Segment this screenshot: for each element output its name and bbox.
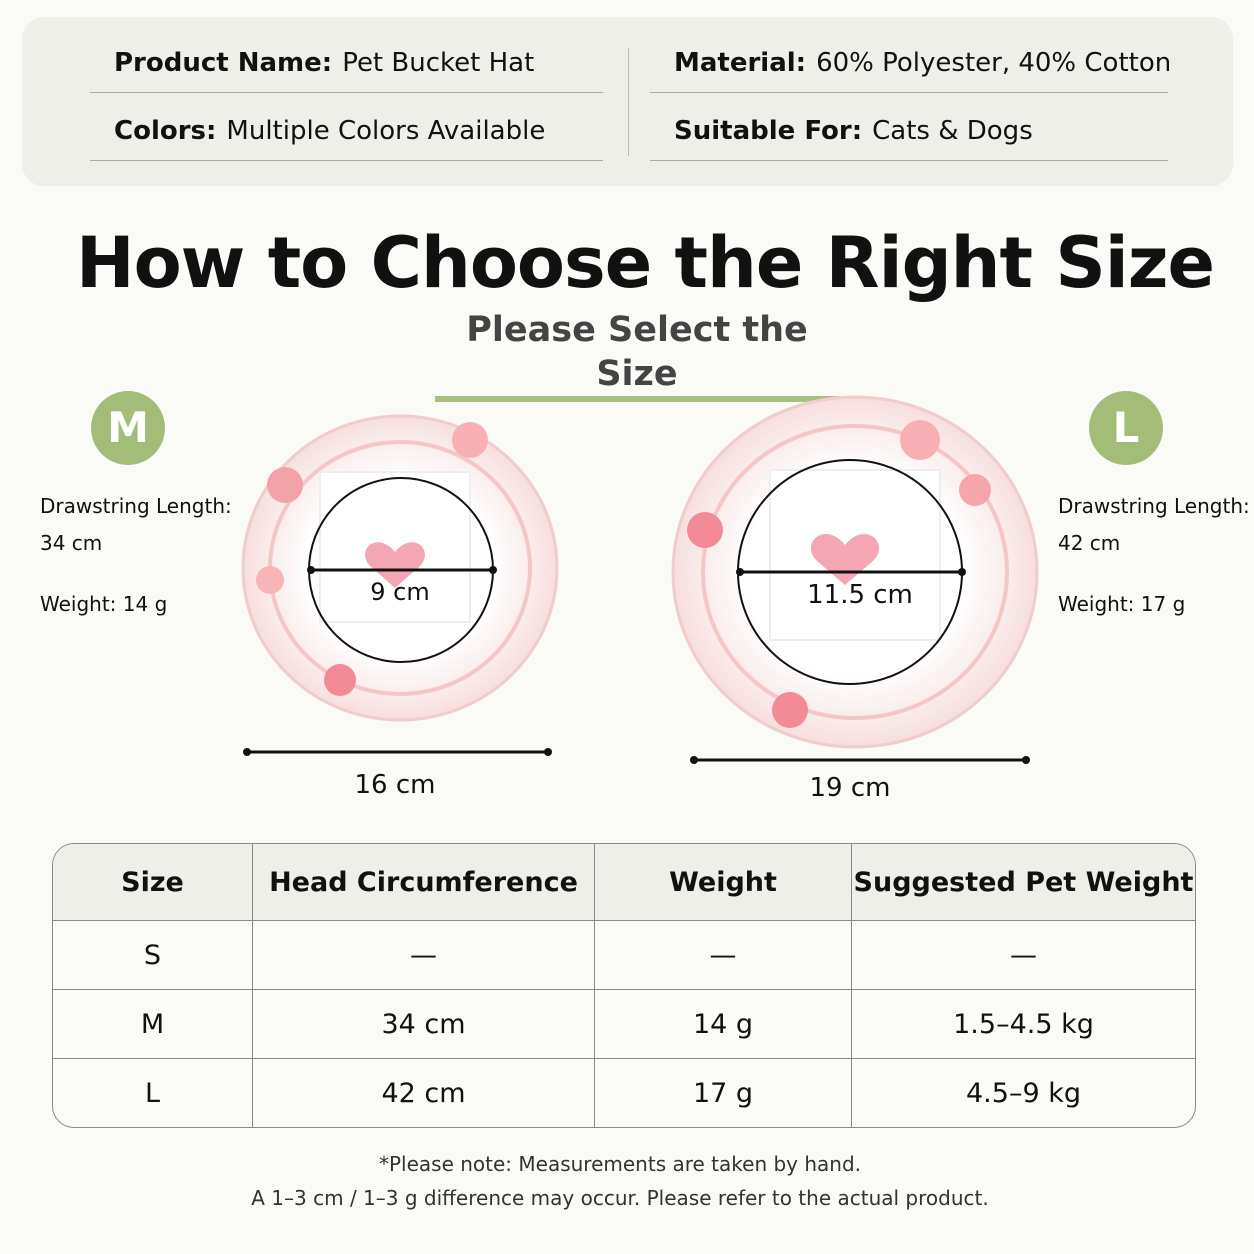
table-cell: 14 g: [595, 990, 852, 1059]
table-cell: M: [53, 990, 253, 1059]
note: A 1–3 cm / 1–3 g difference may occur. P…: [251, 1186, 989, 1210]
header-cell: Head Circumference: [253, 844, 595, 921]
size-details: Drawstring Length: 34 cm Weight: 14 g: [40, 488, 232, 623]
label: Drawstring Length:: [1058, 494, 1250, 518]
table-cell: 34 cm: [253, 990, 595, 1059]
table-row: S — — —: [53, 921, 1195, 990]
hat-m: [241, 414, 559, 756]
table-cell: 42 cm: [253, 1059, 595, 1127]
table-cell: —: [253, 921, 595, 990]
outer-dimension: 16 cm: [354, 770, 436, 800]
size-table: Size Head Circumference Weight Suggested Pe…: [52, 843, 1196, 1128]
info-panel: [22, 17, 1233, 186]
header-cell: Size: [53, 844, 253, 921]
hat-l: [671, 395, 1039, 764]
table-cell: 17 g: [595, 1059, 852, 1127]
info-row: Colors: Multiple Colors Available: [90, 116, 603, 161]
table-cell: —: [595, 921, 852, 990]
label: Drawstring Length:: [40, 494, 232, 518]
header-cell: Weight: [595, 844, 852, 921]
note: *Please note: Measurements are taken by …: [378, 1152, 862, 1176]
size-badge: M: [91, 391, 165, 465]
info-label: Material:: [674, 48, 807, 78]
info-value: Cats & Dogs: [872, 116, 1033, 146]
inner-dimension: 9 cm: [370, 578, 430, 606]
table-row: L 42 cm 17 g 4.5–9 kg: [53, 1059, 1195, 1127]
label: Weight:: [40, 592, 117, 616]
inner-dimension: 11.5 cm: [807, 580, 913, 610]
table-body: Size Head Circumference Weight Suggested Pe…: [53, 844, 1195, 1127]
table-cell: L: [53, 1059, 253, 1127]
info-label: Suitable For:: [674, 116, 863, 146]
value: 14 g: [122, 592, 168, 616]
outer-dimension: 19 cm: [809, 773, 891, 803]
value: 17 g: [1140, 592, 1186, 616]
size-details: Drawstring Length: 42 cm Weight: 17 g: [1058, 488, 1250, 623]
hats: [241, 395, 1039, 764]
info-row: Material: 60% Polyester, 40% Cotton: [650, 48, 1172, 93]
value: 34 cm: [40, 531, 103, 555]
table-cell: 4.5–9 kg: [966, 1077, 1081, 1109]
table-cell: —: [852, 921, 1195, 990]
info-value: Pet Bucket Hat: [342, 48, 535, 78]
table-cell: S: [53, 921, 253, 990]
weight: Weight: 17 g: [1058, 586, 1250, 623]
info-value: Multiple Colors Available: [226, 116, 546, 146]
subtitle: Please Select the Size: [435, 308, 839, 402]
divider: [628, 48, 629, 156]
size-badge: L: [1089, 391, 1163, 465]
label: Weight:: [1058, 592, 1135, 616]
info-label: Product Name:: [114, 48, 333, 78]
table-header-row: Size Head Circumference Weight Suggested Pe…: [53, 844, 1195, 921]
value: 42 cm: [1058, 531, 1121, 555]
table-cell: 1.5–4.5 kg: [852, 990, 1195, 1059]
weight: Weight: 14 g: [40, 586, 232, 623]
title: How to Choose the Right Size: [76, 222, 1215, 304]
header-cell: Suggested Pet Weight: [852, 844, 1195, 921]
info-row: Suitable For: Cats & Dogs: [650, 116, 1168, 161]
info-row: Product Name: Pet Bucket Hat: [90, 48, 603, 93]
table-row: M 34 cm 14 g 1.5–4.5 kg: [53, 990, 1195, 1059]
info-label: Colors:: [114, 116, 217, 146]
info-value: 60% Polyester, 40% Cotton: [816, 48, 1172, 78]
